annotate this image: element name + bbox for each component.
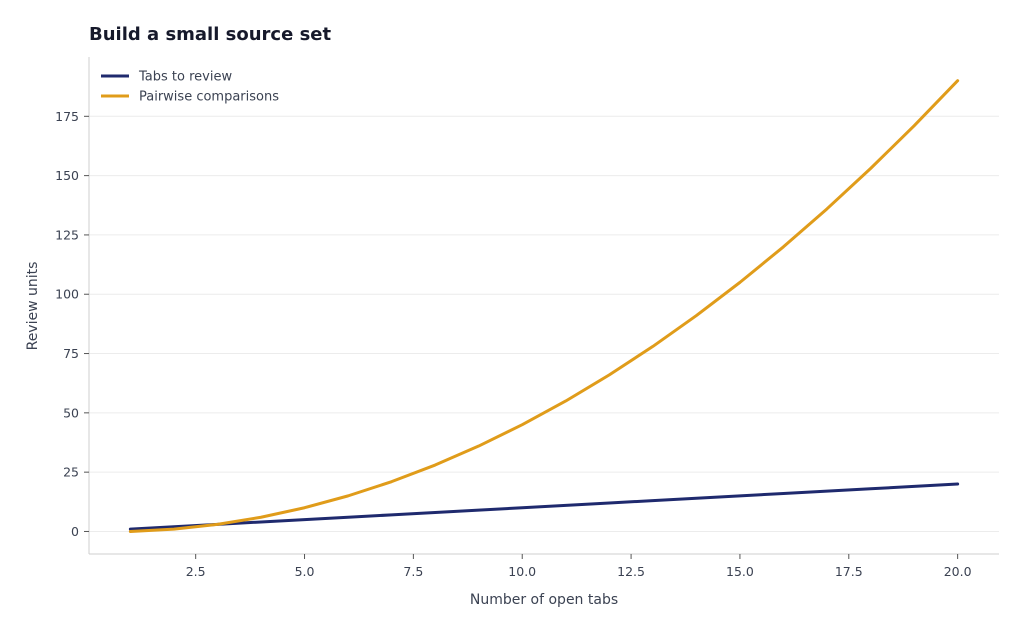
series-line-2 <box>128 79 960 533</box>
x-tick-label: 5.0 <box>295 564 315 579</box>
x-tick-label: 17.5 <box>835 564 863 579</box>
legend-label-1: Tabs to review <box>138 70 232 85</box>
x-axis-label: Number of open tabs <box>470 592 618 608</box>
y-tick-label: 0 <box>71 524 79 539</box>
y-tick-label: 100 <box>55 287 79 302</box>
y-tick-label: 175 <box>55 109 79 124</box>
x-tick-label: 12.5 <box>617 564 645 579</box>
grid-layer <box>89 115 999 532</box>
x-tick-label: 20.0 <box>944 564 972 579</box>
chart-title: Build a small source set <box>89 24 331 45</box>
legend: Tabs to review Pairwise comparisons <box>101 70 279 105</box>
series-line-1 <box>128 482 960 531</box>
x-tick-label: 7.5 <box>403 564 423 579</box>
y-axis-label: Review units <box>25 262 41 351</box>
y-tick-label: 150 <box>55 168 79 183</box>
y-tick-label: 125 <box>55 227 79 242</box>
x-tick-label: 15.0 <box>726 564 754 579</box>
y-tick-label: 75 <box>63 346 79 361</box>
y-tick-label: 25 <box>63 465 79 480</box>
x-tick-label: 10.0 <box>508 564 536 579</box>
y-tick-label: 50 <box>63 405 79 420</box>
x-tick-label: 2.5 <box>186 564 206 579</box>
axes: 0 25 50 75 100 125 150 175 2.5 5.0 7.5 10.0 12.5 15.0… <box>55 57 999 579</box>
legend-label-2: Pairwise comparisons <box>139 90 279 105</box>
series-layer <box>128 79 960 533</box>
